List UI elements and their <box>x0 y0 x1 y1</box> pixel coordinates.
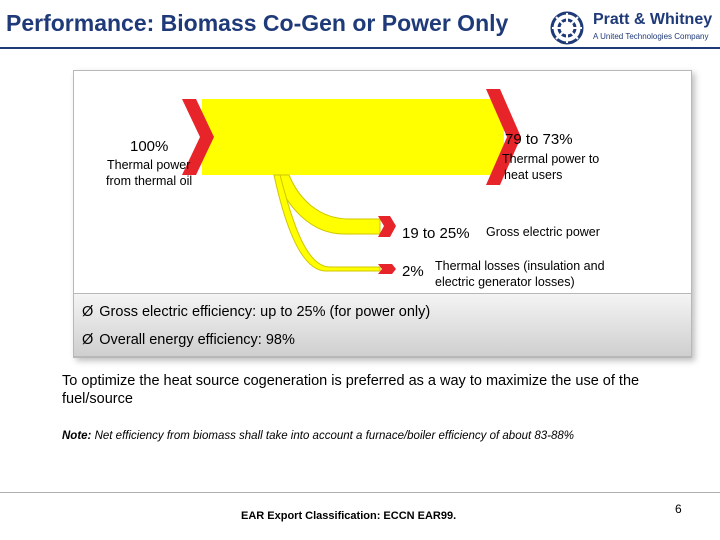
heat-flow <box>202 99 504 175</box>
bullet-arrow-icon: Ø <box>82 332 94 348</box>
logo-subtitle: A United Technologies Company <box>593 32 709 41</box>
logo-name: Pratt & Whitney <box>593 11 713 28</box>
logo-emblem-icon <box>550 11 584 45</box>
bullet-text: Overall energy efficiency: 98% <box>99 332 295 348</box>
input-label-line2: from thermal oil <box>106 174 193 188</box>
body-paragraph: To optimize the heat source cogeneration… <box>62 373 640 407</box>
input-percent: 100% <box>130 138 169 155</box>
heat-percent: 79 to 73% <box>505 131 573 148</box>
note: Note: Net efficiency from biomass shall … <box>62 430 574 442</box>
bullet-item: Ø Gross electric efficiency: up to 25% (f… <box>82 304 430 320</box>
heat-label-line2: heat users <box>504 168 563 182</box>
bullet-item: Ø Overall energy efficiency: 98% <box>82 332 295 348</box>
loss-output-arrow-icon <box>378 264 396 274</box>
heat-output-arrow-icon <box>486 89 521 185</box>
electric-output-arrow-icon <box>378 216 396 237</box>
input-label-line1: Thermal power <box>107 158 191 172</box>
electric-label: Gross electric power <box>486 225 600 239</box>
slide-title: Performance: Biomass Co-Gen or Power Onl… <box>6 10 509 36</box>
header-divider <box>0 47 720 49</box>
footer-divider <box>0 492 720 493</box>
bullet-box: Ø Gross electric efficiency: up to 25% (f… <box>73 293 692 357</box>
loss-label-line1: Thermal losses (insulation and <box>435 259 605 273</box>
heat-label-line1: Thermal power to <box>502 152 600 166</box>
loss-flow <box>273 174 381 272</box>
note-label: Note: <box>62 430 92 442</box>
electric-percent: 19 to 25% <box>402 225 470 242</box>
note-text: Net efficiency from biomass shall take i… <box>94 430 575 442</box>
loss-percent: 2% <box>402 263 424 280</box>
bullet-text: Gross electric efficiency: up to 25% (fo… <box>99 304 431 320</box>
loss-label-line2: electric generator losses) <box>435 275 575 289</box>
bullet-arrow-icon: Ø <box>82 304 94 320</box>
sankey-flows <box>182 89 521 274</box>
company-logo: Pratt & Whitney A United Technologies Co… <box>547 10 717 46</box>
input-arrow-icon <box>182 99 214 175</box>
page-number: 6 <box>675 502 682 516</box>
export-classification: EAR Export Classification: ECCN EAR99. <box>241 510 457 522</box>
